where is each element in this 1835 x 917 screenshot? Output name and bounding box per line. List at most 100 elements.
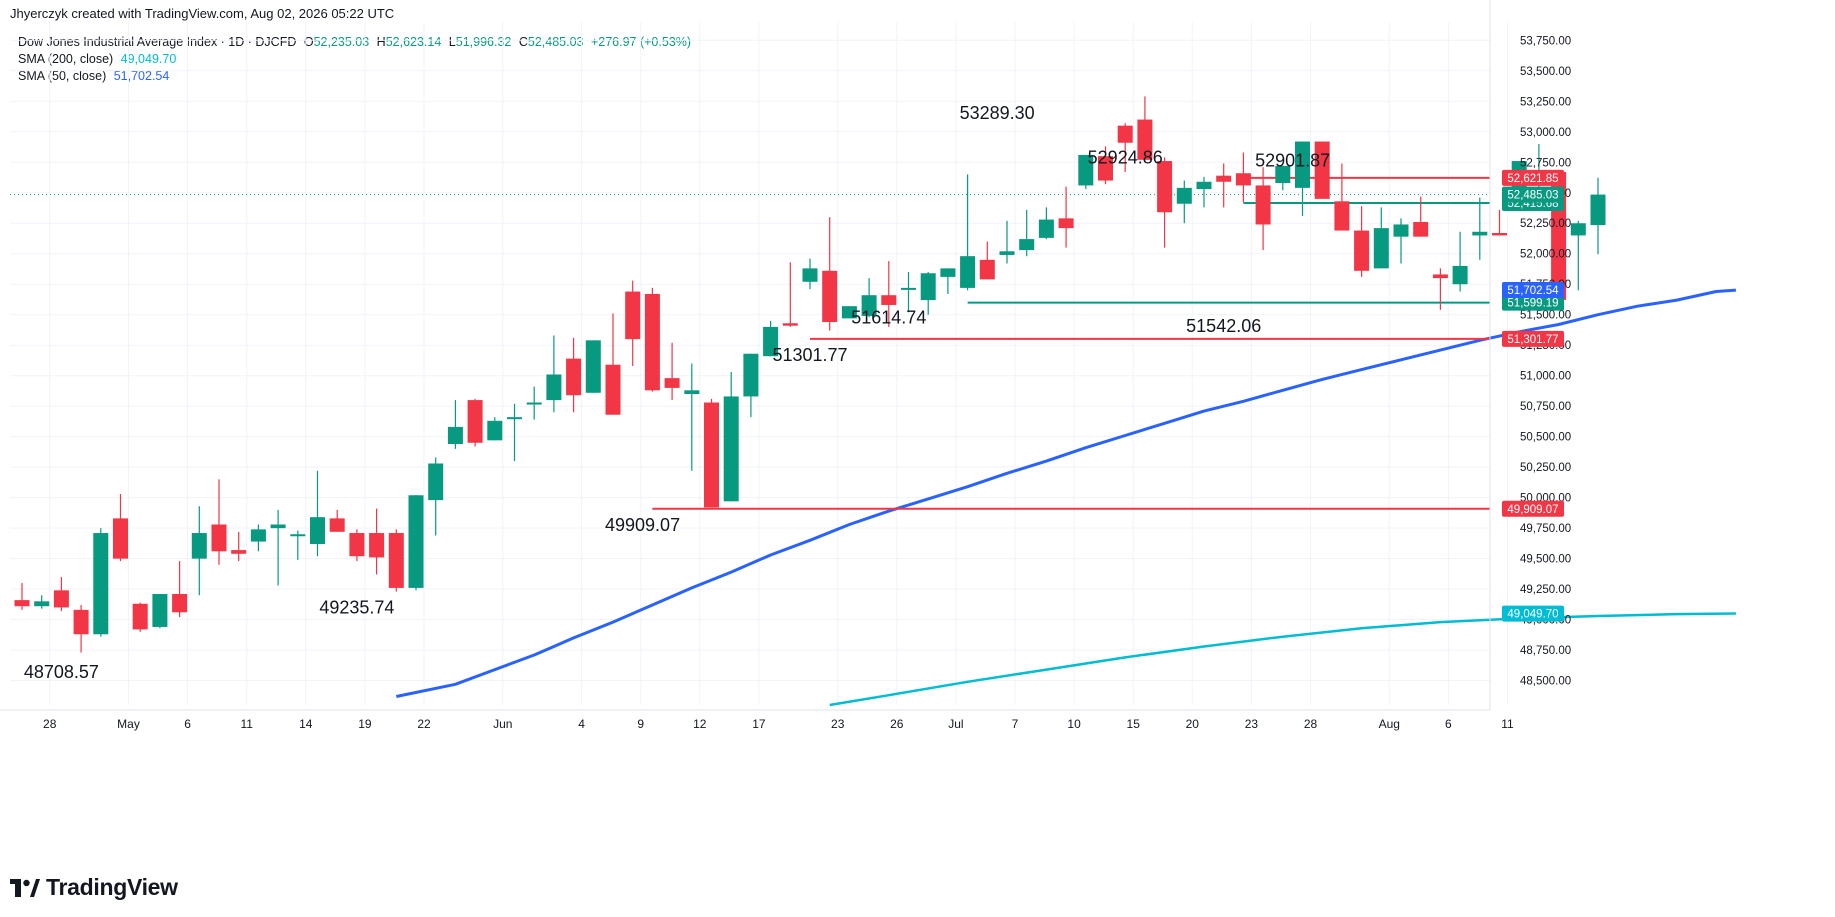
candle [1393,218,1409,264]
candle [1078,154,1094,190]
candle-body-up [447,426,463,444]
sma50-line [395,288,1737,698]
candle-body-down [73,609,89,635]
open-value: 52,235.03 [313,35,370,49]
price-tag-label: 52,621.85 [1507,173,1558,185]
candle [1038,207,1054,240]
candle-body-down [1413,222,1429,237]
sma50-value: 51,702.54 [113,69,170,83]
candle-body-up [802,268,818,282]
candle [290,530,306,560]
candle-body-down [1255,185,1271,225]
candle-body-down [625,291,641,340]
candle [1432,268,1448,310]
candle-body-up [723,396,739,502]
time-tick-label: 23 [1245,717,1259,731]
close-value: 52,485.03 [527,35,584,49]
price-annotation: 51542.06 [1186,316,1261,336]
candle [1196,176,1212,208]
price-tag-bg [1502,330,1564,347]
time-tick-label: 14 [299,717,313,731]
candle-body-up [841,306,857,319]
candle-body-up [526,402,542,405]
candle [172,561,188,618]
low-value: 51,996.32 [455,35,512,49]
candle-body-up [743,353,759,397]
candle [211,479,227,565]
price-tick-label: 53,500.00 [1520,66,1571,78]
price-tag-label: 49,909.07 [1507,504,1558,516]
candle [1413,196,1429,237]
time-tick-label: Aug [1379,717,1400,731]
symbol-name[interactable]: Dow Jones Industrial Average Index · 1D … [18,35,297,49]
candle [1255,167,1271,251]
price-tick-label: 48,750.00 [1520,645,1571,657]
candle-body-up [1472,231,1488,236]
candle-body-up [901,287,916,290]
legend-sma200-row[interactable]: SMA (200, close) 49,049.70 [18,51,695,68]
candle-body-up [920,273,936,301]
candle [487,417,503,441]
candle-body-up [270,524,286,529]
candle-body-up [1275,165,1291,183]
candle-body-up [999,251,1015,255]
candle [1058,186,1074,248]
price-annotations: 48708.57 49235.74 49909.07 51301.7751614.74… [24,103,1330,682]
time-tick-label: Jun [493,717,512,731]
price-tick-label: 49,750.00 [1520,523,1571,535]
candle [1334,163,1350,231]
time-tick-label: 20 [1186,717,1200,731]
candle [566,337,582,413]
candle-body-down [1098,156,1113,181]
legend-sma50-row[interactable]: SMA (50, close) 51,702.54 [18,68,695,85]
candle [1452,231,1468,292]
price-tag: 49,909.07 [1502,500,1564,517]
low-label: L [448,35,456,49]
legend-symbol-row: Dow Jones Industrial Average Index · 1D … [18,34,695,51]
candle-body-up [546,374,562,401]
sma200-path [829,612,1736,707]
candle [1590,177,1606,255]
time-tick-label: 6 [184,717,191,731]
time-tick-label: May [117,717,140,731]
candle [841,306,857,319]
tradingview-logo-icon [10,878,40,897]
candle [250,524,266,552]
candle [664,342,680,401]
candle-body-up [1078,154,1094,186]
candle-body-up [93,533,109,635]
candle-body-up [250,529,266,542]
candle-body-down [979,259,995,280]
candle-body-up [940,268,956,277]
price-tag-label: 51,599.19 [1507,298,1558,310]
candle [1492,209,1507,236]
price-annotation: 53289.30 [960,103,1035,123]
price-tag-bg [1502,282,1564,299]
price-annotation: 52901.87 [1255,150,1330,170]
time-tick-label: 28 [1304,717,1318,731]
candle [979,241,995,280]
time-tick-label: Jul [948,717,963,731]
candle [113,494,128,562]
price-tag: 52,621.85 [1502,169,1564,186]
price-tick-label: 50,500.00 [1520,432,1571,444]
candle [349,529,365,562]
candle [625,280,641,366]
candle-body-up [1019,239,1035,251]
price-tick-label: 53,000.00 [1520,127,1571,139]
candle-body-up [310,517,325,545]
candle-body-down [113,518,128,559]
price-tag: 51,301.77 [1502,330,1564,347]
candle-body-down [1216,175,1232,182]
price-annotation: 49235.74 [319,598,394,618]
candle-body-down [1117,125,1133,143]
candle [881,261,897,327]
candle [1275,165,1291,191]
candle [34,595,50,609]
tradingview-logo[interactable]: TradingView [10,874,178,901]
candle [132,602,148,632]
candle [1354,206,1370,277]
candle-body-up [408,495,424,588]
price-tag-bg [1502,169,1564,186]
